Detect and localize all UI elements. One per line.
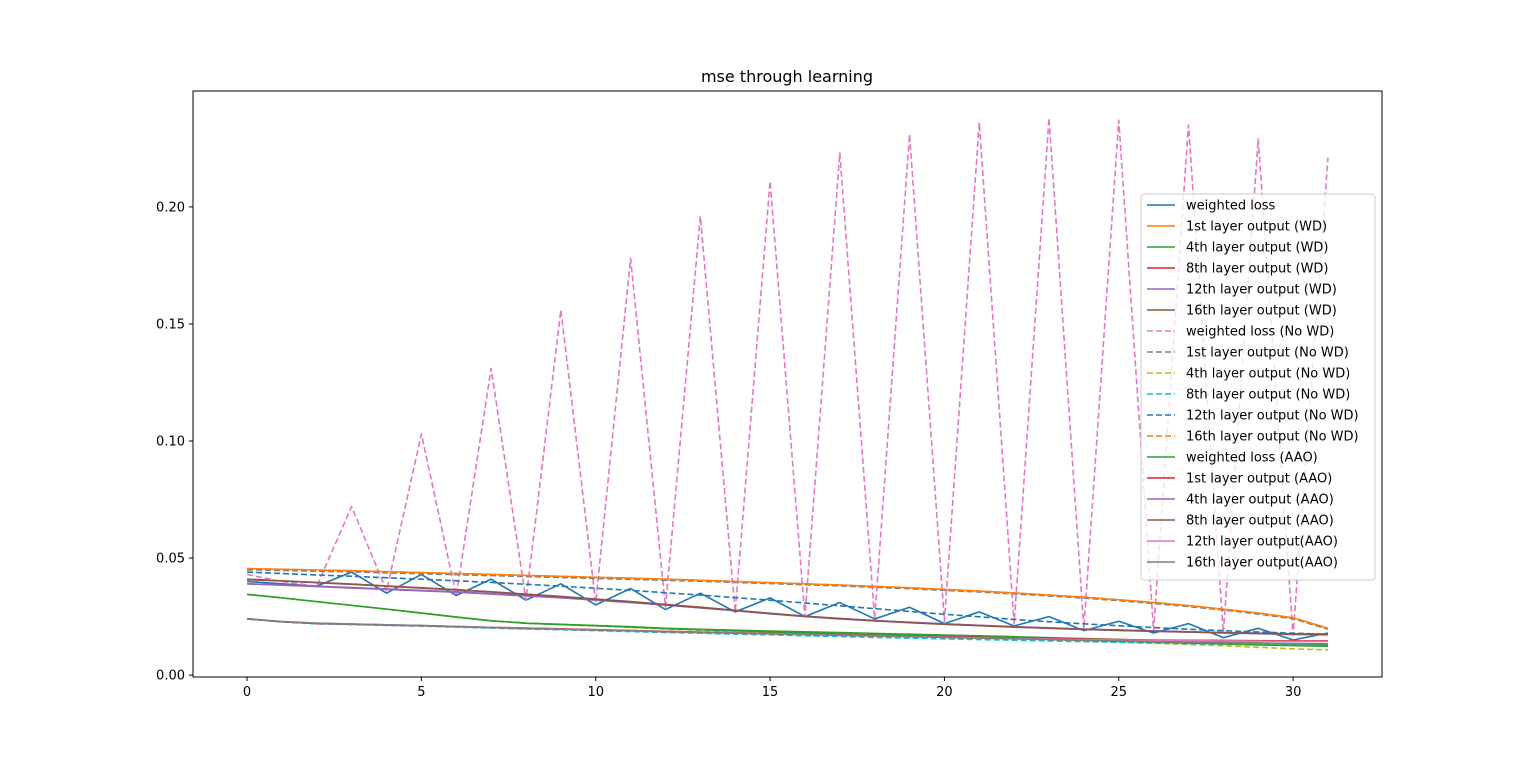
x-tick-label: 0 xyxy=(243,685,251,700)
legend-entry-label: 4th layer output (AAO) xyxy=(1186,493,1334,508)
legend-entry-label: 16th layer output (WD) xyxy=(1186,304,1337,319)
legend-entry-label: weighted loss (AAO) xyxy=(1186,451,1318,466)
series-line-0 xyxy=(246,571,1329,641)
legend-entry-label: 8th layer output (AAO) xyxy=(1186,514,1334,529)
y-tick-label: 0.20 xyxy=(156,200,185,215)
x-tick-label: 5 xyxy=(417,685,425,700)
legend-entry-label: 12th layer output (WD) xyxy=(1186,283,1337,298)
x-tick-label: 15 xyxy=(762,685,779,700)
legend-entry-label: 8th layer output (WD) xyxy=(1186,262,1329,277)
x-tick-label: 30 xyxy=(1285,685,1302,700)
legend-entry-label: 12th layer output(AAO) xyxy=(1186,535,1338,550)
legend-entry-label: 16th layer output(AAO) xyxy=(1186,556,1338,571)
x-tick-label: 20 xyxy=(936,685,953,700)
x-tick-label: 25 xyxy=(1110,685,1127,700)
y-tick-label: 0.10 xyxy=(156,435,185,450)
chart-title: mse through learning xyxy=(701,67,873,86)
legend-entry-label: weighted loss (No WD) xyxy=(1186,325,1334,340)
legend-entry-label: 1st layer output (No WD) xyxy=(1186,346,1349,361)
legend-entry-label: 4th layer output (WD) xyxy=(1186,241,1329,256)
legend-entry-label: 8th layer output (No WD) xyxy=(1186,388,1350,403)
legend-entry-label: 4th layer output (No WD) xyxy=(1186,367,1350,382)
series-line-15 xyxy=(247,578,1328,636)
series-layer xyxy=(246,117,1329,651)
y-tick-label: 0.05 xyxy=(156,552,185,567)
legend-entry-label: weighted loss xyxy=(1186,199,1276,214)
series-line-17 xyxy=(246,617,1328,645)
y-tick-label: 0.15 xyxy=(156,317,185,332)
series-line-14 xyxy=(247,583,1328,636)
legend-entry-label: 1st layer output (AAO) xyxy=(1186,472,1332,487)
series-line-4 xyxy=(247,583,1328,636)
legend-entry-label: 1st layer output (WD) xyxy=(1186,220,1327,235)
y-tick-label: 0.00 xyxy=(156,669,185,684)
legend-box xyxy=(1140,193,1376,581)
series-line-11 xyxy=(247,567,1329,630)
series-line-10 xyxy=(247,571,1328,635)
plot-frame xyxy=(192,90,1383,678)
y-axis: 0.00 0.05 0.10 0.15 0.20 xyxy=(156,200,193,684)
legend: weighted loss 1st layer output (WD) 4th la… xyxy=(1140,193,1376,581)
legend-entry-label: 16th layer output (No WD) xyxy=(1186,430,1359,445)
legend-entry-label: 12th layer output (No WD) xyxy=(1186,409,1359,424)
x-tick-label: 10 xyxy=(587,685,604,700)
series-line-7 xyxy=(247,568,1329,631)
x-axis: 0 5 10 15 20 25 30 xyxy=(243,677,1301,700)
